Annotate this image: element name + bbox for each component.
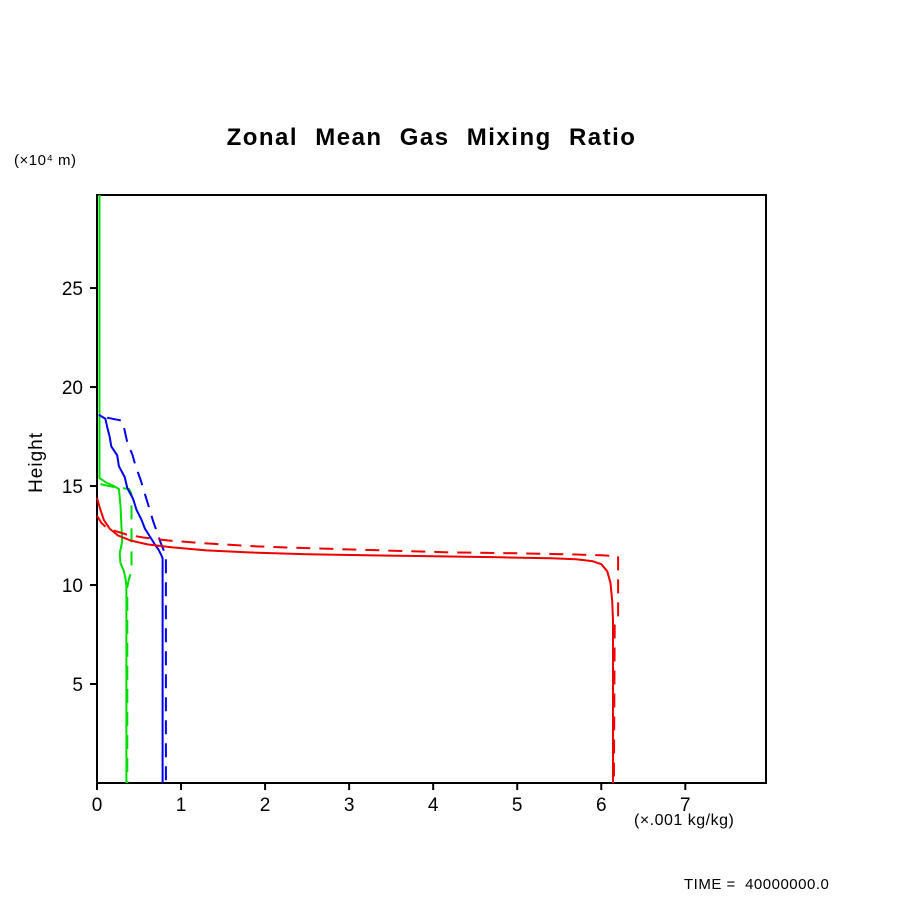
x-tick-label: 7 (680, 795, 691, 816)
series-red-solid (96, 497, 614, 783)
x-tick-label: 6 (596, 795, 607, 816)
x-tick-label: 2 (260, 795, 271, 816)
y-tick-label: 5 (72, 675, 83, 696)
x-tick-label: 5 (512, 795, 523, 816)
chart-title: Zonal Mean Gas Mixing Ratio (226, 124, 637, 151)
time-annotation: TIME = 40000000.0 (684, 876, 830, 893)
x-tick-label: 0 (92, 795, 103, 816)
x-tick-label: 1 (176, 795, 187, 816)
x-tick-label: 4 (428, 795, 439, 816)
series-blue-dashed (106, 416, 167, 783)
y-axis-units: (×10⁴ m) (14, 152, 77, 169)
y-tick-label: 20 (62, 378, 83, 399)
series-green-solid (98, 195, 128, 783)
series-green-dashed (100, 483, 133, 783)
series-blue-solid (98, 413, 164, 783)
y-tick-label: 15 (62, 477, 83, 498)
series-red-dashed (96, 515, 620, 784)
x-tick-label: 3 (344, 795, 355, 816)
y-tick-label: 10 (62, 576, 83, 597)
y-tick-label: 25 (62, 279, 83, 300)
x-axis-units: (×.001 kg/kg) (634, 812, 735, 829)
axis-frame (96, 194, 767, 784)
